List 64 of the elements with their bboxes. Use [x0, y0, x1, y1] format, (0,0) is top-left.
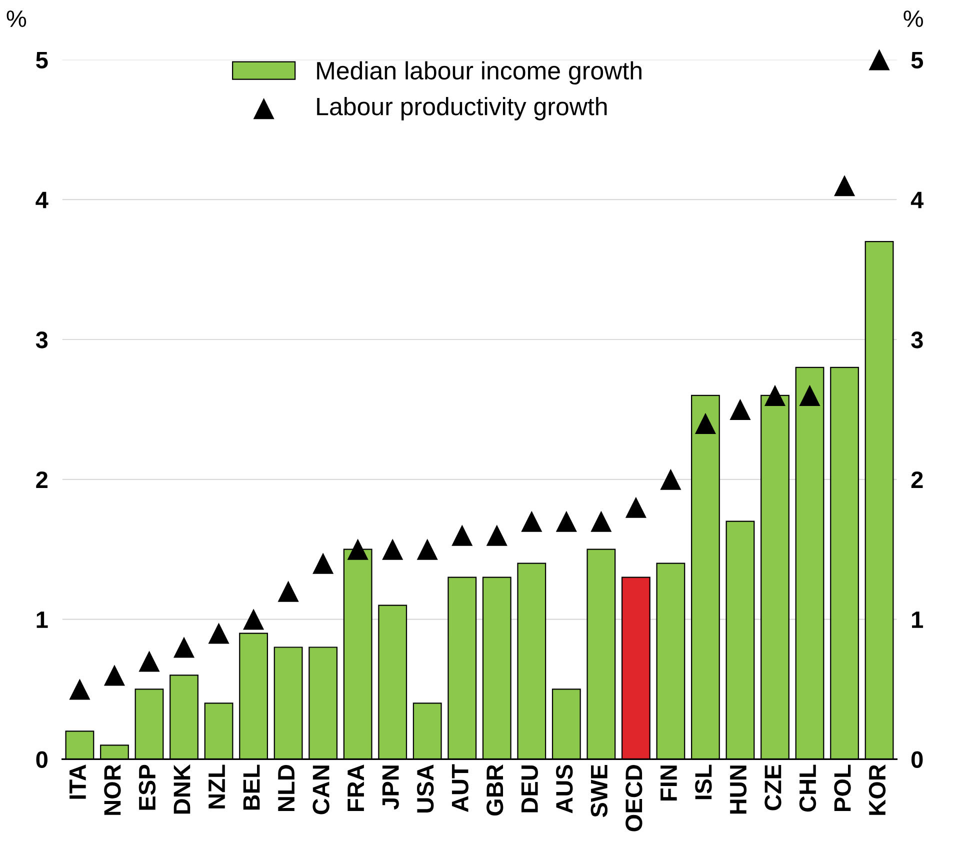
legend-label: Labour productivity growth [317, 97, 607, 120]
x-tick-label: USA [416, 764, 434, 812]
x-tick-label: FRA [348, 764, 364, 811]
text: % [904, 10, 924, 27]
x-tick-label: POL [834, 764, 851, 811]
point [730, 398, 751, 420]
point [521, 510, 542, 532]
y2-tick-label: 5 [911, 52, 924, 68]
x-tick-label: CAN [312, 766, 330, 814]
point [834, 175, 856, 196]
point [660, 468, 682, 490]
x-tick-label: GBR [486, 764, 504, 816]
point [104, 664, 126, 686]
x-tick-label: NZL [208, 764, 225, 808]
legend-label: Median labour income growth [317, 61, 642, 85]
point [69, 678, 90, 700]
point [694, 412, 716, 434]
x-tick-label: OECD [626, 765, 642, 832]
point [590, 510, 612, 532]
point [278, 580, 299, 602]
point [382, 538, 404, 560]
y-tick-label: 0 [36, 751, 48, 768]
x-tick-label: NOR [104, 764, 121, 815]
y2-tick-label: 4 [910, 192, 924, 208]
x-tick-label: SWE [590, 764, 608, 818]
x-tick-label: DEU [522, 765, 538, 812]
point [347, 538, 368, 560]
point [764, 384, 786, 406]
y2-tick-label: 2 [911, 471, 923, 488]
y2-tick-label: 3 [911, 332, 923, 348]
point [416, 538, 438, 560]
text: % [6, 10, 26, 27]
x-tick-label: BEL [243, 764, 260, 810]
point [556, 510, 577, 532]
x-tick-label: NLD [278, 765, 294, 811]
point [625, 496, 646, 518]
y-tick-label: 5 [36, 52, 48, 68]
x-tick-label: AUT [452, 764, 468, 812]
y-tick-label: 3 [36, 332, 48, 348]
point [799, 384, 820, 406]
x-tick-label: AUS [556, 764, 573, 814]
point [138, 650, 160, 672]
x-tick-label: JPN [382, 766, 399, 810]
y-tick-label: 4 [36, 192, 48, 208]
point [868, 49, 890, 70]
x-tick-label: ESP [138, 764, 156, 810]
x-tick-label: ITA [70, 764, 86, 799]
y2-tick-label: 1 [912, 612, 924, 628]
point [173, 636, 195, 658]
x-tick-label: CZE [764, 764, 782, 810]
y-tick-label: 2 [36, 471, 48, 488]
x-tick-label: KOR [868, 764, 886, 815]
x-tick-label: CHL [799, 764, 816, 812]
x-tick-label: HUN [730, 766, 747, 814]
x-tick-label: ISL [695, 764, 712, 800]
y2-tick-label: 0 [911, 751, 923, 768]
point [486, 524, 508, 546]
y-tick-label: 1 [36, 612, 48, 628]
point [208, 622, 230, 644]
point [312, 552, 334, 574]
x-tick-label: DNK [174, 764, 190, 814]
x-tick-label: FIN [660, 766, 677, 800]
point [243, 608, 264, 630]
point [452, 524, 473, 546]
